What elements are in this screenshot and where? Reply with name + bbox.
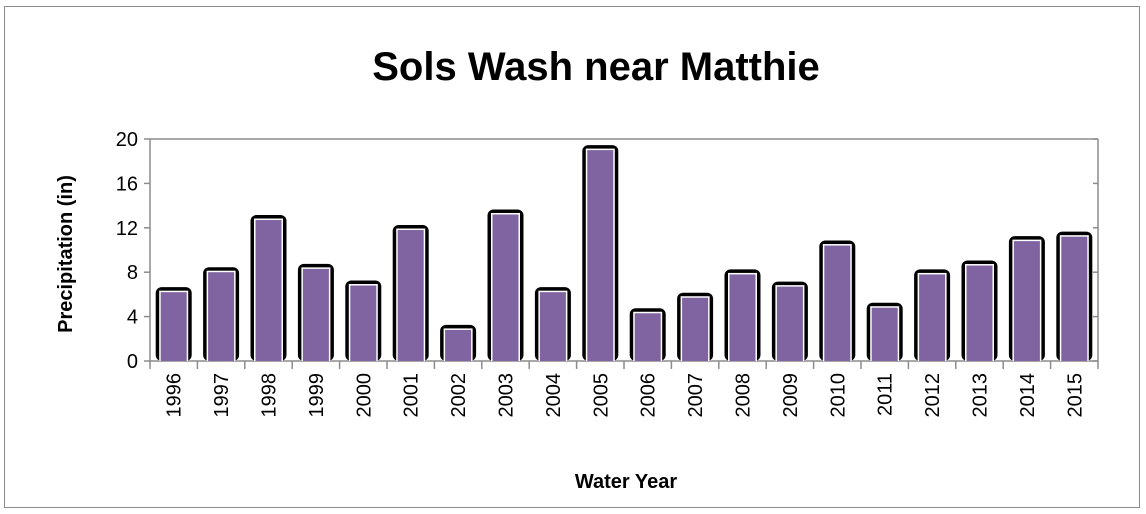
x-tick-label: 2003 <box>496 373 518 418</box>
bar <box>487 209 524 361</box>
bar <box>155 287 192 361</box>
x-tick-label: 2011 <box>875 373 897 416</box>
bar-fill <box>160 292 187 361</box>
x-tick-label: 2013 <box>970 373 992 418</box>
x-tick-label: 1997 <box>211 373 233 418</box>
y-axis-title: Precipitation (in) <box>55 175 77 333</box>
x-tick-label: 2004 <box>543 373 565 418</box>
y-tick-label: 16 <box>116 173 138 195</box>
bar-fill <box>445 329 472 361</box>
bar-fill <box>824 245 851 361</box>
bar-fill <box>682 297 709 361</box>
x-tick-label: 2006 <box>638 373 660 418</box>
x-tick-label: 2009 <box>780 373 802 418</box>
bar <box>819 240 856 361</box>
y-tick-label: 4 <box>127 307 138 329</box>
x-tick-label: 2012 <box>922 373 944 418</box>
x-tick-label: 2014 <box>1017 373 1039 418</box>
x-axis-title: Water Year <box>575 471 678 493</box>
bar-fill <box>1061 236 1088 361</box>
bar <box>961 260 998 361</box>
x-tick-label: 1999 <box>306 373 328 418</box>
bar <box>534 287 571 361</box>
bar-fill <box>729 274 756 361</box>
x-axis: 1996 1997 1998 1999 2000 2001 2002 2003 2004 2005… <box>149 138 1099 418</box>
bar-fill <box>255 220 282 361</box>
bar <box>629 308 666 361</box>
bar <box>1056 231 1093 361</box>
x-tick-label: 2007 <box>685 373 707 418</box>
chart-title: Sols Wash near Matthie <box>372 45 820 89</box>
bar <box>1008 236 1045 361</box>
bar-fill <box>350 285 377 361</box>
bar-fill <box>587 150 614 361</box>
x-tick-label: 2000 <box>353 373 375 418</box>
bar-fill <box>919 274 946 361</box>
bar <box>203 267 240 361</box>
bar <box>771 281 808 361</box>
bar <box>866 302 903 361</box>
bar <box>724 269 761 361</box>
x-tick-label: 2008 <box>733 373 755 418</box>
x-tick-label: 2015 <box>1064 373 1086 418</box>
bar <box>392 225 429 361</box>
x-tick-label: 2010 <box>827 373 849 418</box>
y-tick-label: 8 <box>127 262 138 284</box>
bar <box>914 269 951 361</box>
bar-fill <box>634 313 661 361</box>
chart-frame <box>4 6 1140 508</box>
bar <box>345 280 382 361</box>
bar-fill <box>492 214 519 361</box>
x-tick-label: 2005 <box>590 373 612 418</box>
y-tick-label: 0 <box>127 351 138 373</box>
y-tick-label: 12 <box>116 218 138 240</box>
bar <box>440 324 477 361</box>
bar <box>250 215 287 361</box>
bar <box>582 145 619 361</box>
x-tick-label: 2002 <box>448 373 470 418</box>
x-tick-label: 1996 <box>164 373 186 418</box>
bar-fill <box>208 272 235 361</box>
x-tick-label: 2001 <box>401 373 423 418</box>
bar-fill <box>539 292 566 361</box>
bars <box>155 145 1093 361</box>
bar <box>677 292 714 361</box>
bar-fill <box>1013 241 1040 361</box>
x-tick-label: 1998 <box>259 373 281 418</box>
bar <box>297 263 334 361</box>
bar-fill <box>776 286 803 361</box>
bar-fill <box>966 265 993 361</box>
bar-fill <box>302 268 329 361</box>
bar-fill <box>397 230 424 361</box>
bar-fill <box>871 307 898 361</box>
y-tick-label: 20 <box>116 129 138 151</box>
y-axis: 0 4 8 12 16 20 <box>116 129 1099 373</box>
